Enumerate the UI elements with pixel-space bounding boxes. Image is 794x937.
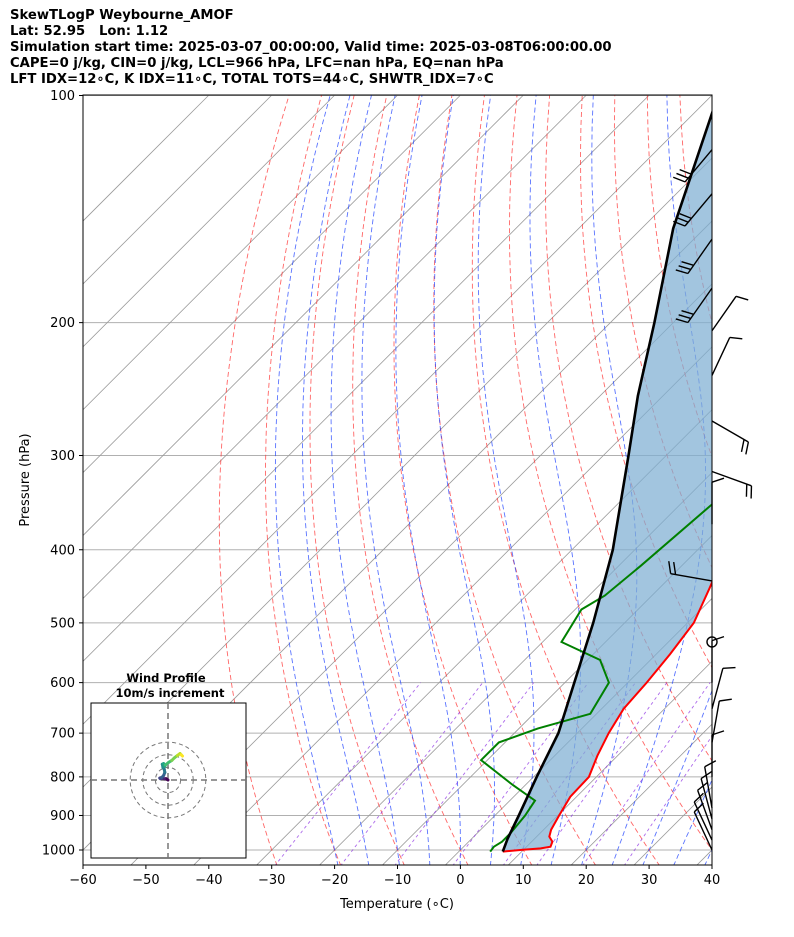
dewpoint-line bbox=[479, 503, 712, 853]
y-tick-label: 200 bbox=[50, 316, 75, 331]
isotherm-line bbox=[256, 409, 712, 865]
dry-adiabat bbox=[778, 96, 794, 867]
moist-adiabat bbox=[581, 95, 638, 865]
y-tick-label: 700 bbox=[50, 727, 75, 742]
dry-adiabat bbox=[713, 96, 794, 867]
x-tick-label: −30 bbox=[258, 873, 285, 888]
mixing-ratio-line bbox=[536, 682, 668, 865]
moist-adiabat bbox=[477, 95, 535, 865]
inset-ring bbox=[129, 741, 207, 819]
x-tick-label: −60 bbox=[69, 873, 96, 888]
isotherm-line bbox=[83, 95, 335, 348]
wind-barb bbox=[672, 193, 713, 227]
wind-barb bbox=[693, 802, 713, 851]
inset-ring bbox=[142, 754, 194, 806]
wind-barb bbox=[711, 698, 732, 743]
dry-adiabat bbox=[471, 95, 660, 865]
x-tick-label: −10 bbox=[384, 873, 411, 888]
x-tick-label: 10 bbox=[515, 873, 532, 888]
wind-barb bbox=[711, 420, 750, 455]
moist-adiabat bbox=[433, 95, 495, 865]
x-tick-label: −20 bbox=[321, 873, 348, 888]
y-tick-label: 900 bbox=[50, 809, 75, 824]
mixing-ratio-line bbox=[582, 682, 711, 865]
dry-adiabat bbox=[745, 96, 794, 867]
temperature-line bbox=[502, 579, 712, 853]
index-line: LFT IDX=12∘C, K IDX=11∘C, TOTAL TOTS=44∘… bbox=[10, 72, 494, 87]
x-tick-label: −40 bbox=[195, 873, 222, 888]
isotherm-line bbox=[83, 95, 272, 285]
isotherm-line bbox=[83, 95, 461, 474]
wind-barb-calm bbox=[706, 636, 718, 648]
x-tick-label: 20 bbox=[578, 873, 595, 888]
wind-barb bbox=[711, 336, 743, 376]
chart-header: SkewTLogP Weybourne_AMOF Lat: 52.95 Lon:… bbox=[10, 8, 612, 88]
dry-adiabat bbox=[218, 95, 290, 865]
y-tick-label: 100 bbox=[50, 89, 75, 104]
dry-adiabat bbox=[393, 95, 533, 865]
x-tick-label: 30 bbox=[641, 873, 658, 888]
y-tick-label: 500 bbox=[50, 616, 75, 631]
mixing-ratio-line bbox=[340, 682, 484, 865]
wind-barb bbox=[675, 287, 713, 324]
x-axis-label: Temperature (∘C) bbox=[339, 897, 454, 912]
y-tick-label: 600 bbox=[50, 676, 75, 691]
isotherm-line bbox=[507, 660, 712, 865]
inset-subtitle: 10m/s increment bbox=[116, 686, 225, 700]
isotherm-line bbox=[83, 95, 524, 537]
wind-barb bbox=[711, 635, 725, 683]
isotherm-line bbox=[83, 95, 398, 411]
dry-adiabat bbox=[509, 95, 712, 851]
cape-line: CAPE=0 j/kg, CIN=0 j/kg, LCL=966 hPa, LF… bbox=[10, 56, 504, 71]
hodograph-segment bbox=[179, 753, 184, 758]
dry-adiabat bbox=[580, 95, 712, 669]
location-line: Lat: 52.95 Lon: 1.12 bbox=[10, 24, 169, 39]
isotherm-line bbox=[193, 346, 712, 865]
moist-adiabat bbox=[274, 95, 339, 865]
dry-adiabat bbox=[309, 95, 405, 865]
x-tick-label: −50 bbox=[132, 873, 159, 888]
wind-barb bbox=[693, 792, 713, 841]
y-axis-label: Pressure (hPa) bbox=[18, 433, 33, 526]
wind-barb bbox=[704, 760, 717, 809]
time-line: Simulation start time: 2025-03-07_00:00:… bbox=[10, 40, 612, 55]
moist-adiabat bbox=[330, 95, 400, 865]
moist-adiabat bbox=[361, 95, 431, 865]
mixing-ratio-line bbox=[624, 735, 712, 865]
moist-adiabat bbox=[395, 95, 461, 865]
wind-barb bbox=[711, 666, 736, 710]
dry-adiabat bbox=[265, 95, 342, 865]
y-tick-label: 300 bbox=[50, 449, 75, 464]
wind-barb bbox=[711, 730, 725, 777]
y-tick-label: 400 bbox=[50, 543, 75, 558]
chart-title: SkewTLogP Weybourne_AMOF bbox=[10, 8, 234, 23]
moist-adiabat bbox=[302, 95, 370, 865]
wind-barb bbox=[711, 470, 753, 499]
x-tick-label: 0 bbox=[456, 873, 464, 888]
wind-profile-inset: Wind Profile 10m/s increment bbox=[90, 671, 247, 859]
y-tick-label: 1000 bbox=[42, 844, 75, 859]
isotherm-line bbox=[83, 95, 712, 725]
isotherm-line bbox=[83, 95, 587, 599]
x-tick-label: 40 bbox=[704, 873, 721, 888]
inset-title: Wind Profile bbox=[126, 671, 206, 685]
wind-barb bbox=[711, 295, 749, 332]
wind-barb bbox=[675, 238, 713, 275]
mixing-ratio-line bbox=[274, 682, 422, 865]
mixing-ratio-line bbox=[452, 682, 589, 865]
isotherm-line bbox=[130, 283, 712, 865]
isotherm-line bbox=[570, 723, 712, 865]
parcel-profile-line bbox=[501, 109, 712, 853]
wind-barb bbox=[672, 149, 713, 183]
dry-adiabat bbox=[352, 95, 469, 865]
y-tick-label: 800 bbox=[50, 770, 75, 785]
inset-ring bbox=[154, 766, 182, 794]
wind-barb bbox=[711, 477, 725, 525]
wind-barb bbox=[668, 561, 713, 582]
mixing-ratio-line bbox=[394, 682, 535, 865]
isotherm-line bbox=[83, 95, 650, 662]
moist-adiabat bbox=[642, 689, 712, 865]
